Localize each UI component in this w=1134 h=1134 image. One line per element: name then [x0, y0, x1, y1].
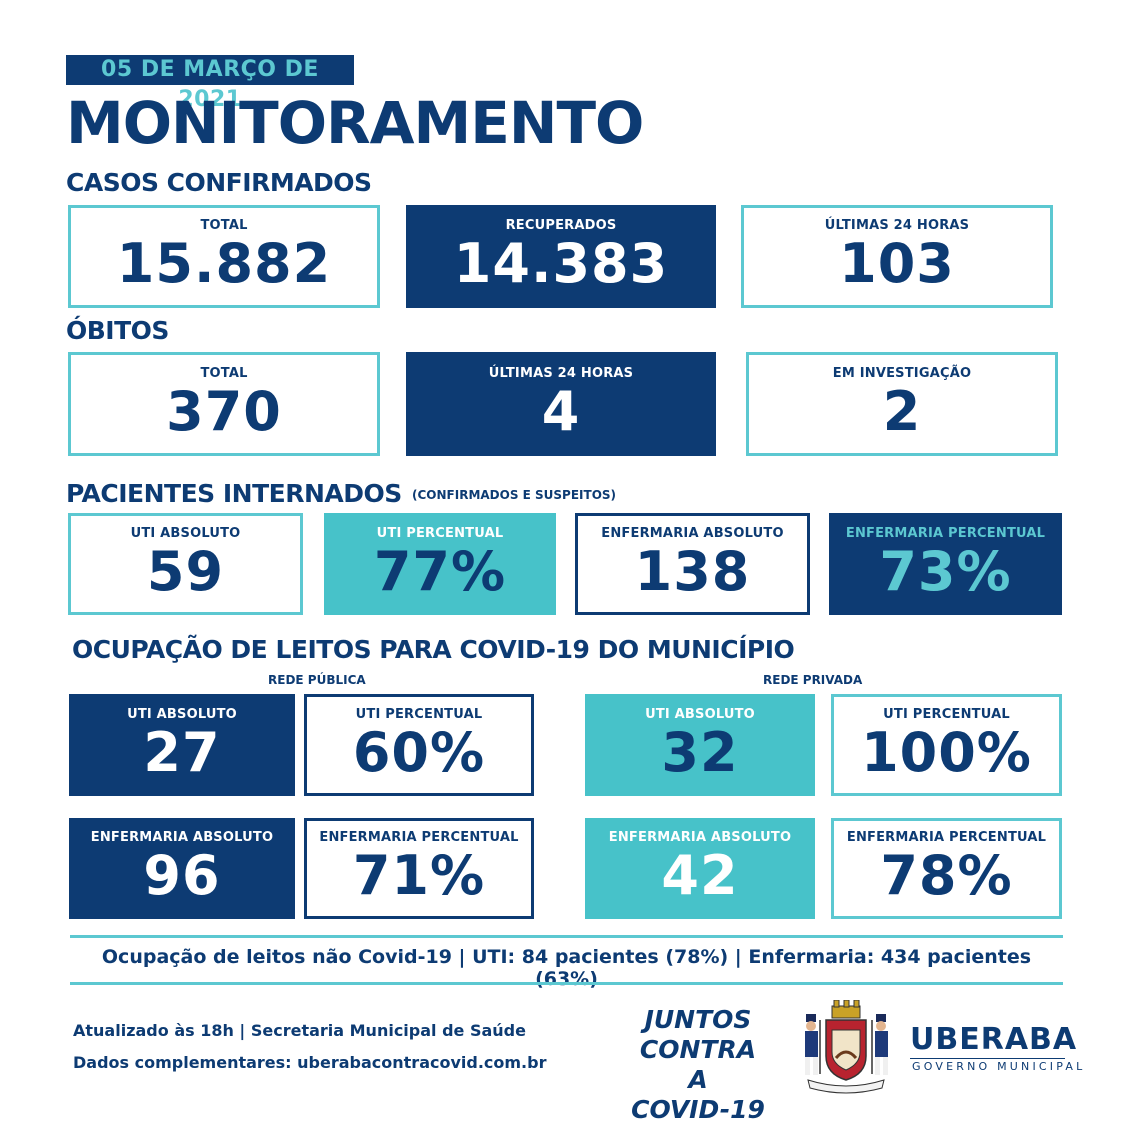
card-value: 14.383 — [453, 232, 669, 295]
card-value: 15.882 — [116, 232, 332, 295]
card-value: 2 — [882, 379, 922, 443]
card-label: UTI ABSOLUTO — [645, 706, 755, 722]
card-label: ENFERMARIA PERCENTUAL — [845, 525, 1046, 541]
card-value: 103 — [839, 232, 955, 295]
card-label: EM INVESTIGAÇÃO — [832, 365, 972, 381]
city-logo-text: UBERABA — [910, 1022, 1078, 1057]
obitos-investigacao-card: EM INVESTIGAÇÃO 2 — [746, 352, 1058, 456]
privada-uti-pct-card: UTI PERCENTUAL 100% — [831, 694, 1062, 796]
card-label: ENFERMARIA ABSOLUTO — [601, 525, 784, 541]
card-value: 4 — [541, 379, 581, 443]
divider-top — [70, 935, 1063, 938]
card-value: 100% — [861, 720, 1032, 784]
card-label: ENFERMARIA PERCENTUAL — [846, 830, 1047, 845]
card-value: 138 — [634, 539, 751, 603]
card-label: ÚLTIMAS 24 HORAS — [824, 218, 970, 233]
date-badge: 05 DE MARÇO DE 2021 — [66, 55, 354, 112]
card-value: 59 — [146, 539, 225, 603]
card-label: ENFERMARIA PERCENTUAL — [319, 830, 519, 845]
casos-24h-card: ÚLTIMAS 24 HORAS 103 — [741, 205, 1053, 308]
privada-enf-pct-card: ENFERMARIA PERCENTUAL 78% — [831, 818, 1062, 919]
card-value: 27 — [143, 720, 221, 784]
internados-enf-pct-card: ENFERMARIA PERCENTUAL 73% — [829, 513, 1062, 615]
logo-rule — [910, 1058, 1065, 1059]
slogan-line: CONTRA A — [639, 1035, 757, 1094]
card-label: ENFERMARIA ABSOLUTO — [608, 830, 792, 845]
card-label: ENFERMARIA ABSOLUTO — [90, 830, 274, 845]
card-value: 42 — [661, 844, 739, 907]
card-label: TOTAL — [200, 365, 248, 381]
card-label: UTI PERCENTUAL — [355, 706, 483, 722]
internados-enf-abs-card: ENFERMARIA ABSOLUTO 138 — [575, 513, 810, 615]
card-label: TOTAL — [200, 218, 248, 233]
obitos-heading: ÓBITOS — [66, 316, 169, 345]
publica-uti-pct-card: UTI PERCENTUAL 60% — [304, 694, 534, 796]
privada-enf-abs-card: ENFERMARIA ABSOLUTO 42 — [585, 818, 815, 919]
casos-heading: CASOS CONFIRMADOS — [66, 168, 372, 197]
internados-heading: PACIENTES INTERNADOS — [66, 479, 402, 508]
page-title: MONITORAMENTO — [66, 89, 644, 157]
internados-note: (CONFIRMADOS E SUSPEITOS) — [412, 488, 617, 502]
publica-enf-pct-card: ENFERMARIA PERCENTUAL 71% — [304, 818, 534, 919]
rede-publica-label: REDE PÚBLICA — [268, 673, 366, 687]
obitos-24h-card: ÚLTIMAS 24 HORAS 4 — [406, 352, 716, 456]
ocupacao-heading: OCUPAÇÃO DE LEITOS PARA COVID-19 DO MUNI… — [72, 635, 795, 664]
casos-recuperados-card: RECUPERADOS 14.383 — [406, 205, 716, 308]
internados-uti-abs-card: UTI ABSOLUTO 59 — [68, 513, 303, 615]
juntos-slogan: JUNTOS CONTRA A COVID-19 — [628, 1005, 768, 1125]
rede-privada-label: REDE PRIVADA — [763, 673, 863, 687]
card-label: UTI PERCENTUAL — [883, 706, 1010, 722]
obitos-total-card: TOTAL 370 — [68, 352, 380, 456]
card-label: RECUPERADOS — [505, 218, 617, 233]
gov-logo-text: GOVERNO MUNICIPAL — [912, 1060, 1086, 1073]
slogan-line: COVID-19 — [631, 1095, 765, 1124]
slogan-line: JUNTOS — [644, 1005, 752, 1034]
internados-uti-pct-card: UTI PERCENTUAL 77% — [324, 513, 556, 615]
footer-dados: Dados complementares: uberabacontracovid… — [73, 1053, 547, 1072]
card-value: 78% — [880, 844, 1013, 907]
card-label: UTI ABSOLUTO — [130, 525, 241, 541]
card-value: 71% — [352, 844, 486, 907]
card-value: 77% — [373, 539, 507, 603]
card-label: UTI PERCENTUAL — [376, 525, 504, 541]
casos-total-card: TOTAL 15.882 — [68, 205, 380, 308]
publica-uti-abs-card: UTI ABSOLUTO 27 — [69, 694, 295, 796]
coat-of-arms-icon — [794, 999, 898, 1096]
card-label: ÚLTIMAS 24 HORAS — [488, 365, 634, 381]
card-label: UTI ABSOLUTO — [127, 706, 237, 722]
privada-uti-abs-card: UTI ABSOLUTO 32 — [585, 694, 815, 796]
card-value: 32 — [661, 720, 739, 784]
card-value: 73% — [879, 539, 1012, 603]
divider-bottom — [70, 982, 1063, 985]
card-value: 370 — [166, 379, 282, 443]
footer-atualizado: Atualizado às 18h | Secretaria Municipal… — [73, 1021, 526, 1040]
publica-enf-abs-card: ENFERMARIA ABSOLUTO 96 — [69, 818, 295, 919]
card-value: 96 — [143, 844, 221, 907]
card-value: 60% — [352, 720, 486, 784]
